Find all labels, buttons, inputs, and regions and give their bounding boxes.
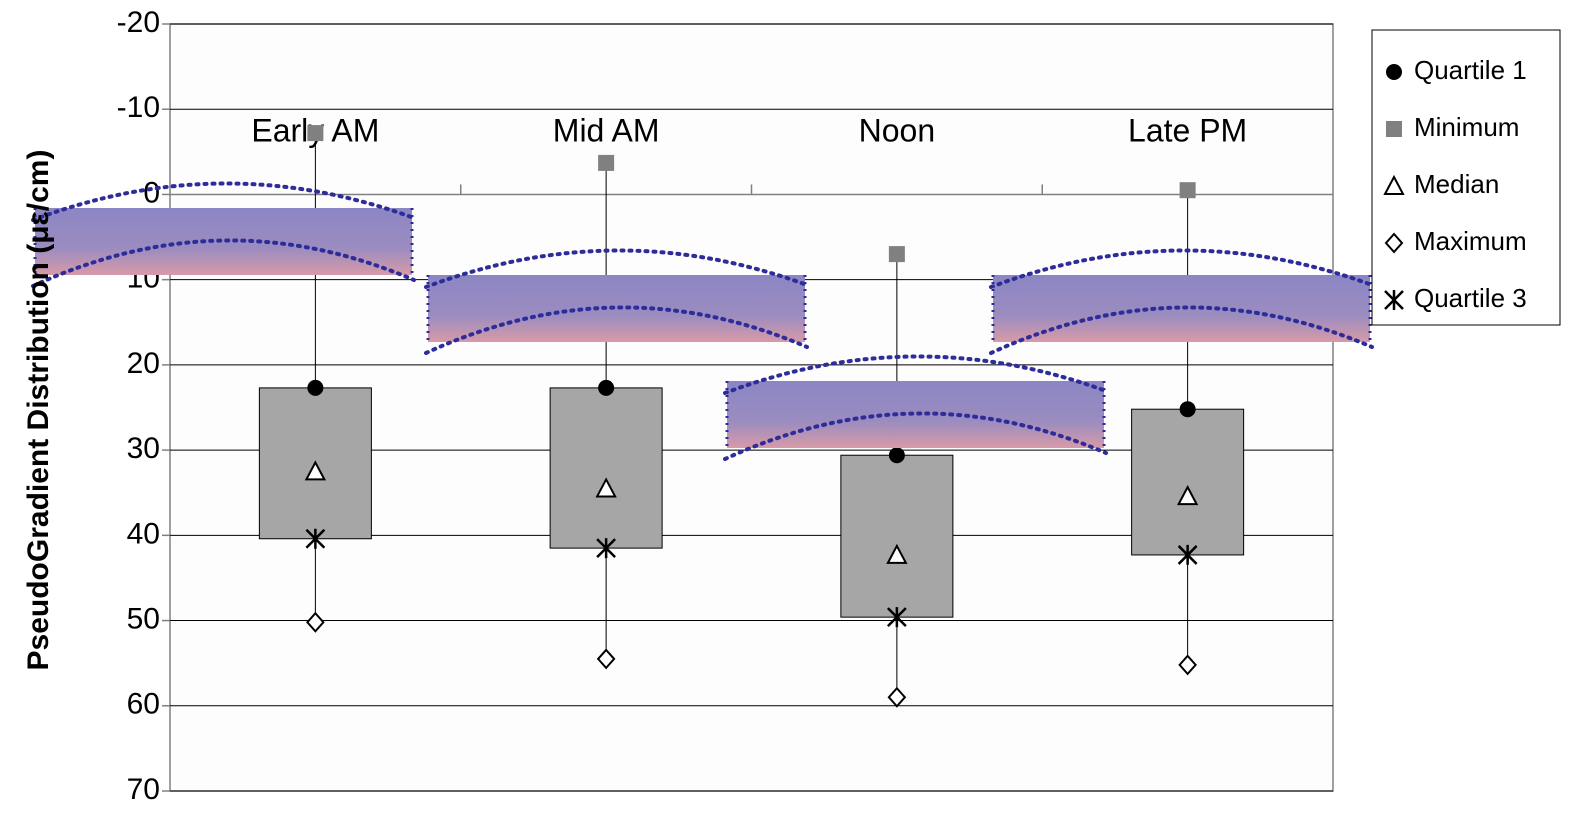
legend-label: Minimum [1414, 112, 1519, 142]
marker-square [889, 246, 905, 262]
legend-label: Median [1414, 169, 1499, 199]
category-label: Mid AM [553, 112, 660, 148]
marker-circle [307, 380, 323, 396]
y-tick-label: 20 [127, 347, 160, 380]
marker-circle [889, 447, 905, 463]
y-tick-label: 0 [143, 176, 160, 209]
marker-square [1386, 121, 1402, 137]
box [550, 388, 662, 548]
y-axis-label: PseudoGradient Distribution (με/cm) [22, 150, 55, 671]
marker-circle [598, 380, 614, 396]
box [1132, 409, 1244, 555]
legend-label: Maximum [1414, 226, 1527, 256]
marker-square [1180, 182, 1196, 198]
photo [35, 208, 412, 275]
marker-circle [1386, 64, 1402, 80]
legend-label: Quartile 3 [1414, 283, 1527, 313]
marker-square [598, 155, 614, 171]
category-label: Noon [859, 112, 936, 148]
photo [727, 381, 1104, 448]
y-tick-label: 40 [127, 517, 160, 550]
marker-circle [1180, 401, 1196, 417]
photo [428, 275, 805, 342]
y-tick-label: -10 [117, 91, 160, 124]
box [841, 455, 953, 617]
marker-square [307, 125, 323, 141]
photo [993, 275, 1370, 342]
category-label: Late PM [1128, 112, 1247, 148]
y-tick-label: 50 [127, 602, 160, 635]
y-tick-label: 70 [127, 773, 160, 806]
y-tick-label: -20 [117, 6, 160, 39]
page: {"chart_data": {"type": "boxplot", "y_la… [0, 0, 1595, 818]
y-tick-label: 60 [127, 688, 160, 721]
chart: -20-10010203040506070 Early AMMid AMNoon… [0, 0, 1595, 818]
y-tick-label: 30 [127, 432, 160, 465]
legend-label: Quartile 1 [1414, 55, 1527, 85]
